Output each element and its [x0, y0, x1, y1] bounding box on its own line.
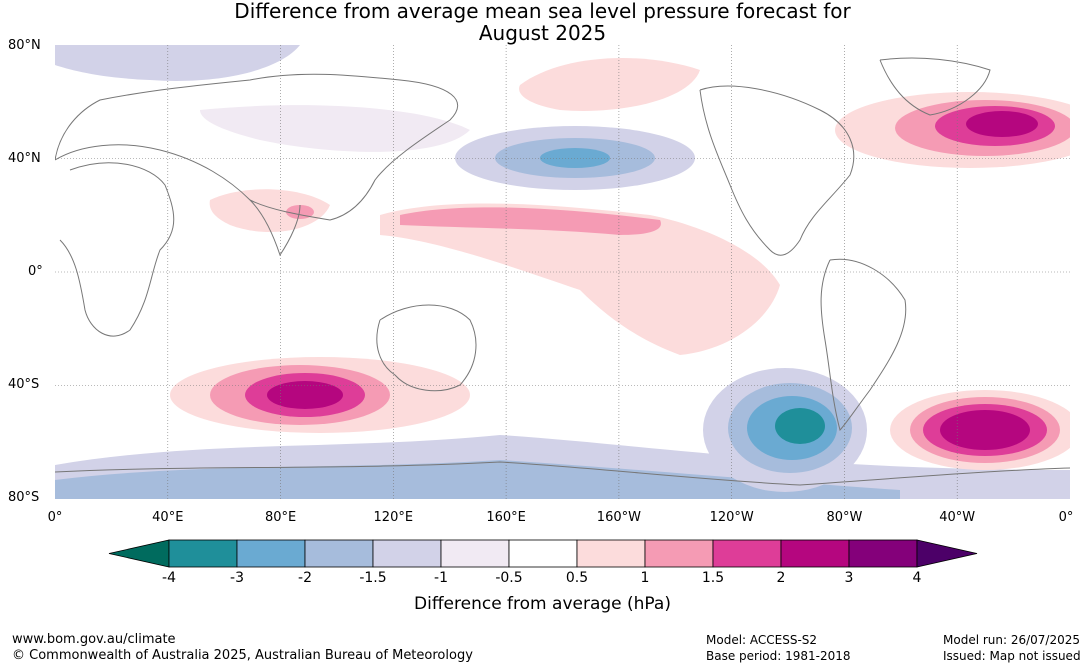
lat-label-40n: 40°N — [8, 151, 41, 166]
colorbar-tick: 4 — [912, 570, 922, 586]
lon-label-120w: 120°W — [709, 510, 754, 525]
colorbar-segment — [168, 539, 238, 568]
lon-label-0-right: 0° — [1058, 510, 1074, 525]
south-pacific-low-3 — [775, 408, 825, 444]
colorbar-segment — [508, 539, 578, 568]
colorbar-segment — [712, 539, 782, 568]
colorbar-tick: -0.5 — [495, 570, 523, 586]
lat-label-equator: 0° — [28, 264, 43, 279]
colorbar-tick: 3 — [844, 570, 854, 586]
colorbar — [108, 539, 978, 568]
colorbar-segment — [644, 539, 714, 568]
colorbar-arrow-low — [108, 539, 170, 568]
map-title-line1: Difference from average mean sea level p… — [234, 0, 851, 23]
north-eurasia-negative-anomaly — [55, 45, 300, 81]
north-atlantic-high-3 — [966, 111, 1038, 137]
greenland-coastline — [879, 57, 991, 116]
colorbar-tick: -1.5 — [359, 570, 387, 586]
colorbar-segment — [372, 539, 442, 568]
model-name: Model: ACCESS-S2 — [706, 633, 818, 647]
colorbar-tick: 1.5 — [701, 570, 725, 586]
map-title-line2: August 2025 — [478, 21, 607, 45]
issued-status: Issued: Map not issued — [943, 649, 1081, 663]
colorbar-segment — [236, 539, 306, 568]
anomaly-fields — [55, 45, 1070, 499]
colorbar-segment — [304, 539, 374, 568]
colorbar-tick: -1 — [434, 570, 448, 586]
north-pacific-low-inner — [540, 148, 610, 168]
lon-label-80w: 80°W — [826, 510, 863, 525]
colorbar-label: Difference from average (hPa) — [414, 594, 671, 614]
india-positive-core — [286, 205, 314, 219]
colorbar-segment — [780, 539, 850, 568]
arctic-positive-anomaly — [519, 58, 700, 111]
southern-ocean-inner-anomaly — [55, 460, 900, 499]
west-pacific-positive-anomaly — [380, 203, 780, 355]
model-run-date: Model run: 26/07/2025 — [943, 633, 1081, 647]
colorbar-tick: -3 — [230, 570, 244, 586]
north-america-coastline — [699, 85, 855, 256]
colorbar-tick: 0.5 — [565, 570, 589, 586]
lon-label-80e: 80°E — [264, 510, 297, 525]
south-indian-high-3 — [267, 381, 343, 409]
south-america-coastline — [820, 258, 907, 431]
colorbar-segment — [440, 539, 510, 568]
colorbar-tick: -4 — [162, 570, 176, 586]
colorbar-arrow-high — [916, 539, 978, 568]
lat-label-80n: 80°N — [8, 38, 41, 53]
base-period: Base period: 1981-2018 — [706, 649, 851, 663]
lon-label-40w: 40°W — [939, 510, 976, 525]
australia-coastline — [376, 304, 477, 392]
colorbar-tick: -2 — [298, 570, 312, 586]
copyright-text: © Commonwealth of Australia 2025, Austra… — [12, 648, 473, 663]
lon-label-160e: 160°E — [486, 510, 526, 525]
north-eurasia-faint-anomaly — [200, 105, 470, 152]
graticule — [55, 45, 1070, 499]
lat-label-80s: 80°S — [8, 490, 40, 505]
colorbar-segment — [576, 539, 646, 568]
eurasia-coastline — [55, 73, 459, 221]
lon-label-160w: 160°W — [596, 510, 641, 525]
india-coastline — [249, 199, 301, 257]
lon-label-40e: 40°E — [152, 510, 184, 525]
lon-label-120e: 120°E — [373, 510, 414, 525]
lon-label-0-left: 0° — [47, 510, 63, 525]
antarctica-coastline — [55, 461, 1070, 486]
india-positive-anomaly — [209, 189, 330, 233]
south-atlantic-high-3 — [940, 410, 1030, 450]
west-pacific-ridge-core — [400, 207, 661, 235]
africa-coastline — [59, 162, 175, 337]
coastlines — [55, 57, 1070, 486]
colorbar-tick: 1 — [640, 570, 650, 586]
website-link[interactable]: www.bom.gov.au/climate — [12, 632, 176, 647]
colorbar-segment — [848, 539, 918, 568]
lat-label-40s: 40°S — [8, 377, 40, 392]
colorbar-tick: 2 — [776, 570, 786, 586]
